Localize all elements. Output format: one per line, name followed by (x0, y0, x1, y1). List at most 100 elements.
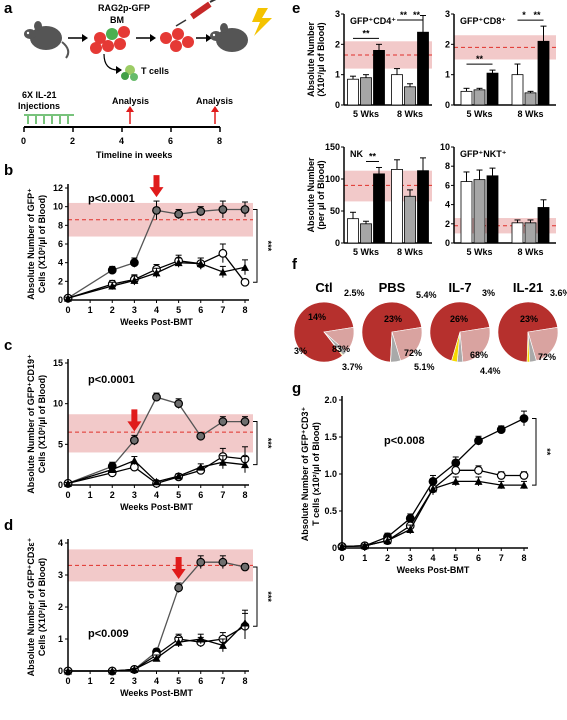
d-y-axis-label-1: Absolute Number of GFP⁺CD3ε⁺ (26, 537, 36, 676)
c-data-point (196, 463, 205, 471)
g-data-point (360, 541, 369, 550)
panel-label-b: b (4, 162, 14, 179)
c-x-tick-label: 7 (220, 490, 225, 500)
analysis-label-2: Analysis (196, 96, 233, 106)
d-x-tick-label: 3 (132, 676, 137, 686)
e1-sig-label: ** (362, 28, 370, 38)
b-data-point (240, 277, 250, 287)
b-sig-bracket (253, 208, 258, 283)
pie-slice (390, 331, 393, 363)
e4-y-tick-label: 0 (445, 238, 450, 248)
b-y-axis-label-1: Absolute Number of GFP⁺ (26, 188, 36, 300)
bm-label: BM (110, 15, 124, 25)
e4-bar (460, 181, 473, 244)
c-pvalue: p<0.0001 (88, 374, 135, 386)
pie-label: 72% (538, 352, 556, 362)
chart-e3-svg: 0 50 100 150 NK Absolute Number (per µl of Blo… (306, 142, 432, 257)
g-x-axis-label: Weeks Post-BMT (397, 565, 470, 575)
pie-label: 68% (470, 350, 488, 360)
e3-group-label: 5 Wks (353, 247, 379, 257)
pie-slice (323, 331, 344, 357)
pie-slice (459, 326, 491, 363)
e4-group-label: 5 Wks (466, 247, 492, 257)
b-y-tick-label: 0 (58, 295, 63, 305)
e3-y-tick-label: 100 (325, 174, 340, 184)
c-data-point (130, 456, 139, 465)
e2-bar (511, 74, 524, 106)
c-y-axis-label-1: Absolute Number of GFP⁺CD19⁺ (26, 354, 36, 494)
d-x-tick-label: 1 (88, 676, 93, 686)
e4-y-tick-label: 10 (440, 142, 450, 152)
e1-sig-label: ** (400, 10, 408, 20)
e1-group-label: 5 Wks (353, 109, 379, 119)
pie-label: 4.4% (480, 366, 501, 376)
c-data-point (241, 460, 249, 469)
pie-label: 5.1% (414, 362, 435, 372)
b-x-tick-label: 0 (65, 305, 70, 315)
timeline-tick-4: 4 (119, 136, 124, 146)
panel-label-d: d (4, 517, 14, 534)
b-series-line-2 (67, 262, 246, 299)
c-data-point (129, 435, 139, 445)
e1-y-tick-label: 1 (335, 70, 340, 80)
e2-bar (460, 90, 473, 106)
c-data-point (174, 399, 184, 409)
d-x-tick-label: 5 (176, 676, 181, 686)
d-data-point (174, 583, 184, 593)
e2-sig-label: * (522, 10, 526, 20)
b-data-point (108, 282, 117, 290)
b-x-tick-label: 6 (198, 305, 203, 315)
d-data-point (130, 665, 139, 673)
panel-d: d 0 1 2 3 4 0 1 2 3 4 5 6 7 8 Weeks Post-BMT Absolute N… (0, 515, 290, 715)
pie-label: 26% (450, 314, 468, 324)
d-sig-label: *** (263, 591, 273, 602)
pie-title: Ctl (315, 280, 332, 295)
g-x-tick-label: 3 (408, 553, 413, 563)
d-data-point (152, 654, 161, 662)
pie-slice (527, 326, 559, 362)
tcells-label: T cells (141, 66, 169, 76)
b-data-point (218, 248, 228, 258)
injections-label-1: 6X IL-21 (22, 90, 57, 100)
d-x-tick-label: 2 (110, 676, 115, 686)
d-series-line-2 (68, 622, 246, 672)
d-sig-bracket (253, 566, 258, 627)
c-series-line-2 (67, 459, 246, 485)
e2-bar (524, 92, 537, 106)
c-x-tick-label: 1 (88, 490, 93, 500)
d-y-tick-label: 0 (58, 666, 63, 676)
c-series-line-0 (67, 396, 245, 485)
e4-y-tick-label: 6 (445, 180, 450, 190)
pie-label: 14% (308, 312, 326, 322)
e4-bar (537, 207, 550, 244)
b-data-point (240, 205, 250, 214)
d-data-point (240, 562, 250, 572)
g-sig-label: ** (542, 448, 552, 456)
e3-y-axis-label-1: Absolute Number (306, 157, 316, 233)
panel-g: g 0 0.5 1.0 1.5 2.0 0 1 2 3 4 5 6 7 8 Weeks Post-BMT Ab… (292, 380, 567, 590)
e3-group-label: 8 Wks (397, 247, 423, 257)
g-data-point (383, 536, 392, 545)
g-y-tick-label: 0 (332, 543, 337, 553)
injection-arrows (27, 116, 69, 124)
b-pvalue: p<0.0001 (88, 193, 135, 205)
red-cells-icon (160, 28, 194, 52)
d-y-tick-label: 1 (58, 634, 63, 644)
b-y-tick-label: 8 (58, 220, 63, 230)
g-data-point (451, 465, 461, 475)
pie-label: 83% (332, 344, 350, 354)
g-data-point (519, 414, 529, 423)
c-y-tick-label: 5 (58, 439, 63, 449)
d-x-tick-label: 0 (65, 676, 70, 686)
e4-bar (473, 179, 486, 244)
b-data-point (152, 268, 161, 277)
pie-title: PBS (379, 280, 406, 295)
d-data-point (218, 641, 227, 649)
e4-bar (486, 175, 499, 244)
d-data-point (196, 557, 206, 567)
e4-title: GFP⁺NKT⁺ (460, 149, 507, 159)
c-x-tick-label: 8 (242, 490, 247, 500)
g-data-point (429, 484, 437, 493)
injections-label-2: Injections (18, 101, 60, 111)
